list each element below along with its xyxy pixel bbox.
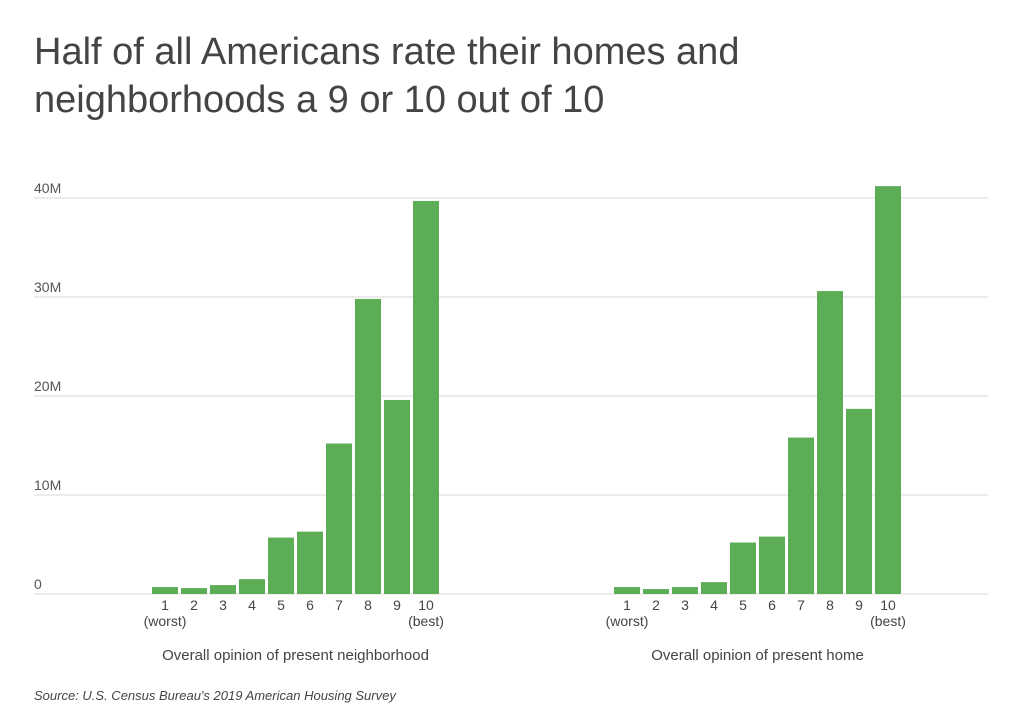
bar-1 [614,587,640,594]
x-tick-label-5: 5 [739,597,747,613]
x-tick-sublabel-1: (worst) [144,613,187,629]
x-tick-label-7: 7 [797,597,805,613]
x-axis-label: Overall opinion of present neighborhood [162,647,429,664]
bar-3 [210,585,236,594]
x-tick-label-3: 3 [219,597,227,613]
x-tick-label-5: 5 [277,597,285,613]
bar-7 [326,443,352,594]
bar-5 [730,542,756,594]
panel-neighborhood: 1(worst)2 3 4 5 6 7 8 9 10(best) Overall opinion … [144,200,444,664]
x-tick-sublabel-1: (worst) [606,613,649,629]
bar-1 [152,587,178,594]
bar-8 [355,298,381,594]
x-tick-sublabel-10: (best) [408,613,444,629]
x-tick-label-8: 8 [364,597,372,613]
bar-6 [297,531,323,594]
y-tick-label-40M: 40M [34,180,61,196]
x-tick-label-3: 3 [681,597,689,613]
x-tick-label-7: 7 [335,597,343,613]
y-tick-label-0: 0 [34,576,42,592]
bar-4 [239,579,265,594]
y-tick-label-30M: 30M [34,279,61,295]
x-tick-label-2: 2 [652,597,660,613]
x-tick-label-9: 9 [393,597,401,613]
x-axis-label: Overall opinion of present home [651,647,864,664]
x-tick-label-10: 10 [418,597,434,613]
bar-2 [643,589,669,594]
x-tick-label-9: 9 [855,597,863,613]
bar-6 [759,536,785,594]
x-tick-label-4: 4 [248,597,256,613]
x-tick-label-1: 1 [623,597,631,613]
x-tick-label-8: 8 [826,597,834,613]
bar-5 [268,537,294,594]
x-tick-label-6: 6 [768,597,776,613]
bar-3 [672,587,698,594]
chart-title: Half of all Americans rate their homes a… [34,31,740,121]
gridlines [34,197,988,595]
bar-9 [846,408,872,594]
x-tick-sublabel-10: (best) [870,613,906,629]
y-tick-label-10M: 10M [34,477,61,493]
bar-9 [384,399,410,594]
bar-4 [701,582,727,594]
x-tick-label-2: 2 [190,597,198,613]
x-tick-label-4: 4 [710,597,718,613]
bar-10 [413,200,439,594]
bar-8 [817,291,843,594]
x-tick-label-10: 10 [880,597,896,613]
panel-home: 1(worst)2 3 4 5 6 7 8 9 10(best) Overall opinion … [606,186,906,664]
y-tick-label-20M: 20M [34,378,61,394]
x-tick-label-6: 6 [306,597,314,613]
bar-2 [181,588,207,594]
bar-7 [788,437,814,594]
bar-10 [875,186,901,594]
y-axis-ticks: 0 10M 20M 30M 40M [34,180,61,592]
x-tick-label-1: 1 [161,597,169,613]
source-note: Source: U.S. Census Bureau's 2019 Americ… [34,688,396,703]
